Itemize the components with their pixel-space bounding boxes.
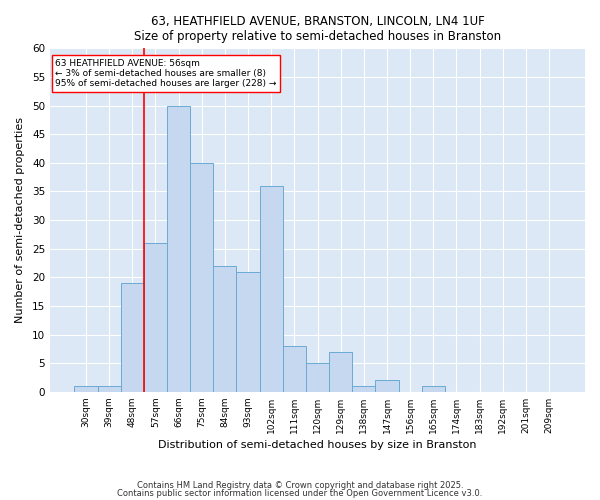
Bar [306,363,329,392]
Title: 63, HEATHFIELD AVENUE, BRANSTON, LINCOLN, LN4 1UF
Size of property relative to s: 63, HEATHFIELD AVENUE, BRANSTON, LINCOLN… [134,15,501,43]
Bar [376,380,398,392]
Bar [352,386,376,392]
Y-axis label: Number of semi-detached properties: Number of semi-detached properties [15,117,25,323]
Bar [74,386,98,392]
Bar [144,243,167,392]
Text: 63 HEATHFIELD AVENUE: 56sqm
← 3% of semi-detached houses are smaller (8)
95% of : 63 HEATHFIELD AVENUE: 56sqm ← 3% of semi… [55,58,277,88]
Bar [236,272,260,392]
Text: Contains HM Land Registry data © Crown copyright and database right 2025.: Contains HM Land Registry data © Crown c… [137,480,463,490]
X-axis label: Distribution of semi-detached houses by size in Branston: Distribution of semi-detached houses by … [158,440,477,450]
Bar [121,283,144,392]
Bar [167,106,190,392]
Text: Contains public sector information licensed under the Open Government Licence v3: Contains public sector information licen… [118,489,482,498]
Bar [329,352,352,392]
Bar [98,386,121,392]
Bar [214,266,236,392]
Bar [190,163,214,392]
Bar [260,186,283,392]
Bar [422,386,445,392]
Bar [283,346,306,392]
